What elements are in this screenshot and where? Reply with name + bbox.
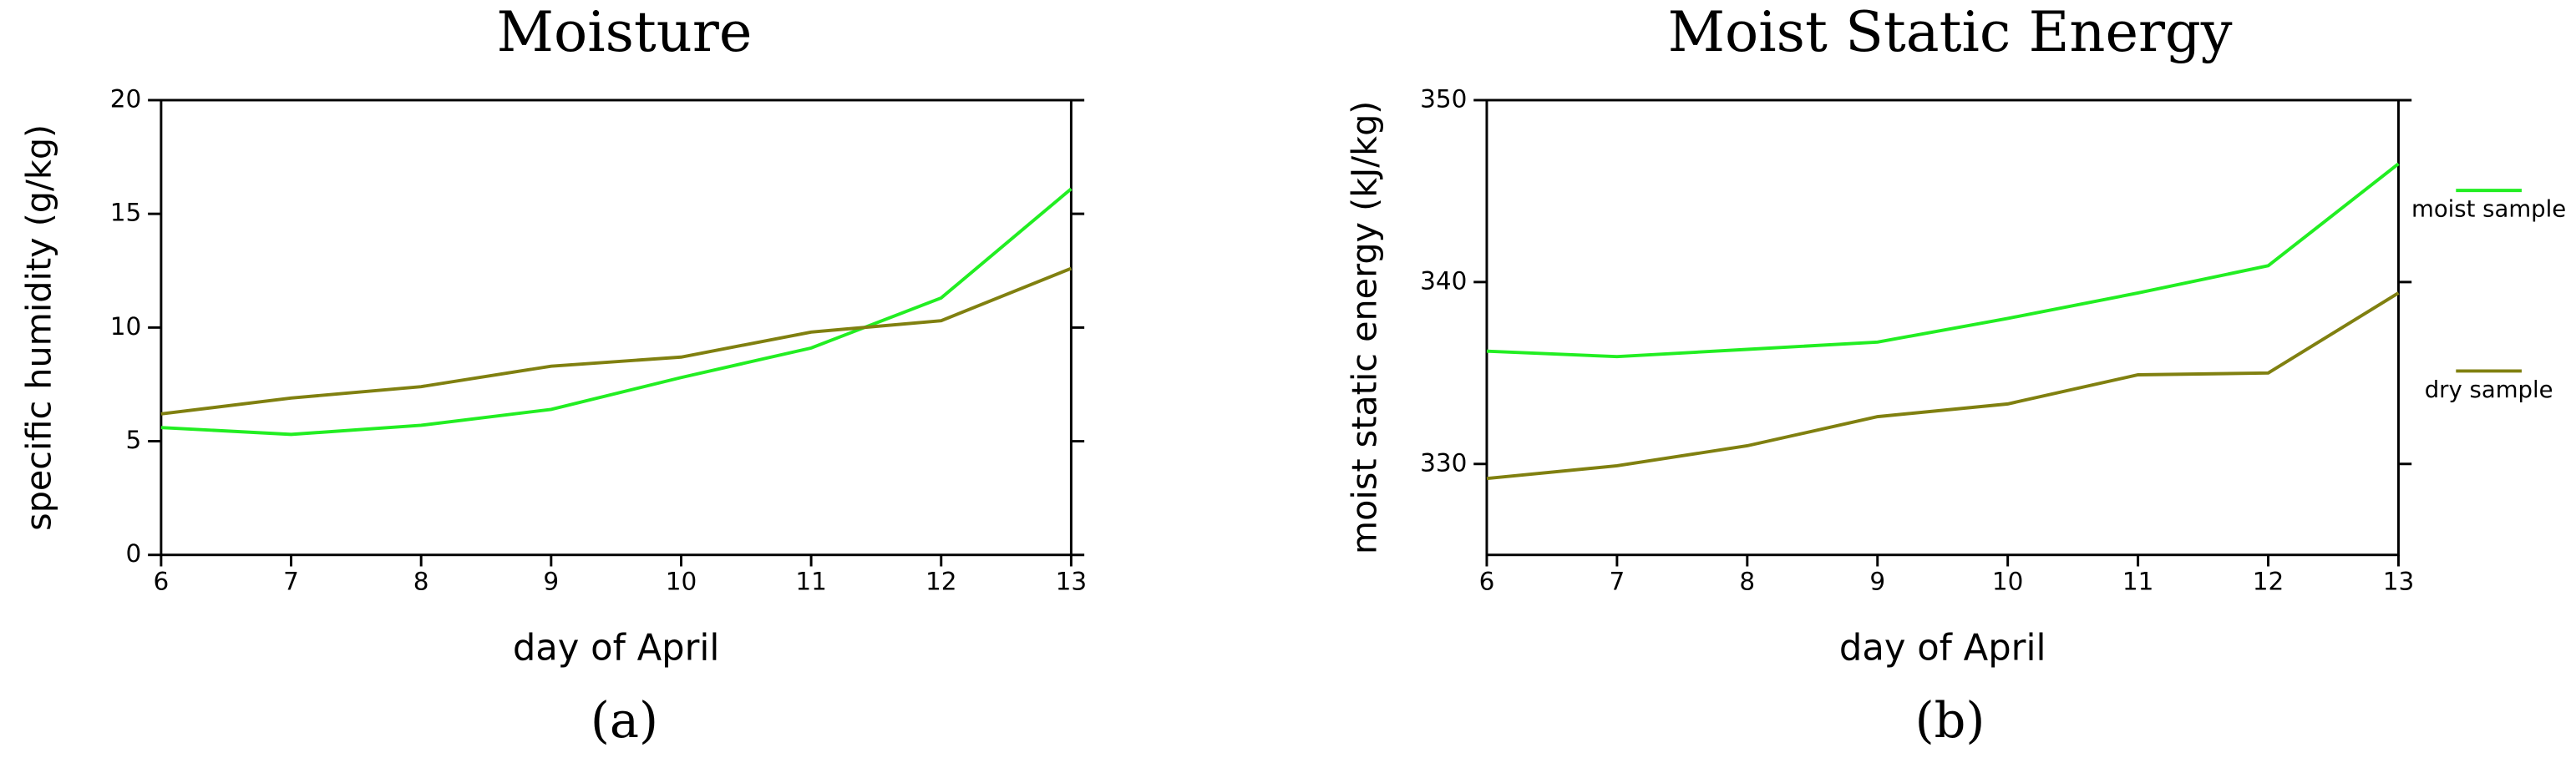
chart-title: Moisture [497,0,753,64]
y-tick-label: 5 [126,426,142,454]
x-tick-label: 9 [1869,568,1885,596]
x-tick-label: 13 [2383,568,2415,596]
y-tick-label: 15 [110,199,142,227]
series-line [1486,291,2400,481]
series-line [160,187,1072,437]
x-tick-label: 10 [666,568,697,596]
x-tick-label: 11 [2122,568,2154,596]
y-tick-label: 330 [1420,448,1467,477]
y-axis-label: specific humidity (g/kg) [18,124,58,531]
x-tick-label: 12 [2253,568,2284,596]
x-tick-label: 7 [1610,568,1625,596]
legend-label: moist sample [2411,196,2566,223]
y-tick-label: 350 [1420,84,1467,113]
x-tick-label: 6 [1479,568,1495,596]
x-tick-label: 8 [413,568,429,596]
y-axis-label: moist static energy (kJ/kg) [1344,101,1384,555]
plot-frame [160,99,1072,557]
x-tick-label: 13 [1056,568,1088,596]
legend-label: dry sample [2425,376,2553,403]
x-tick-label: 8 [1739,568,1755,596]
x-axis-label: day of April [1839,627,2046,669]
x-tick-label: 6 [153,568,169,596]
chart-title: Moist Static Energy [1668,0,2233,64]
x-tick-label: 9 [543,568,559,596]
x-tick-label: 7 [283,568,299,596]
panel-label: (a) [591,691,658,749]
x-tick-label: 12 [925,568,957,596]
y-tick-label: 340 [1420,266,1467,295]
y-tick-label: 0 [126,539,142,568]
plot-frame [1485,99,2400,557]
x-tick-label: 11 [795,568,827,596]
x-axis-label: day of April [513,627,720,669]
y-tick-label: 10 [110,312,142,341]
series-line [1486,162,2400,359]
series-line [160,266,1072,416]
x-tick-label: 10 [1992,568,2024,596]
y-tick-label: 20 [110,84,142,113]
panel-label: (b) [1915,691,1985,749]
